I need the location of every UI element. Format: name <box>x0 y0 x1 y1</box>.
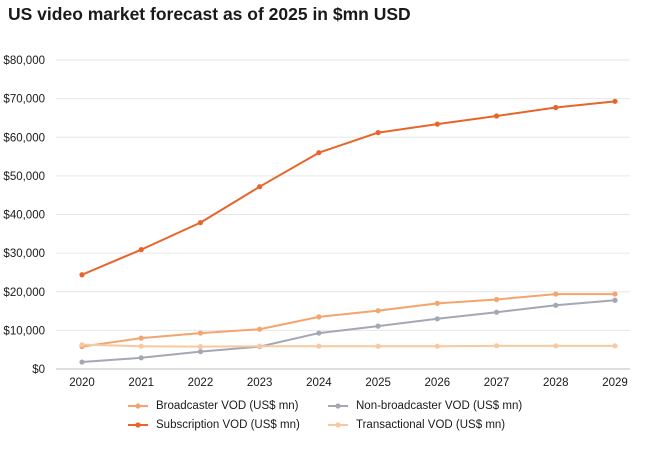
data-point <box>493 113 500 119</box>
data-point <box>316 343 322 349</box>
data-point <box>138 343 144 349</box>
legend-label: Transactional VOD (US$ mn) <box>356 419 506 431</box>
data-point <box>434 121 440 127</box>
series-0 <box>79 291 618 350</box>
x-tick-label: 2020 <box>69 377 95 389</box>
y-tick-label: $20,000 <box>3 287 45 299</box>
legend-item: Transactional VOD (US$ mn) <box>328 419 505 431</box>
data-point <box>197 220 204 226</box>
y-tick-label: $70,000 <box>3 94 45 106</box>
data-point <box>612 291 618 297</box>
data-point <box>434 343 440 349</box>
x-axis-ticks: 2020 2021 2022 2023 2024 2025 2026 2027 2028 2029 <box>69 377 628 389</box>
data-point <box>493 296 500 303</box>
data-point <box>138 247 144 253</box>
data-point <box>493 309 500 315</box>
series-lines <box>79 98 618 365</box>
x-tick-label: 2029 <box>602 377 628 389</box>
legend-label: Non-broadcaster VOD (US$ mn) <box>356 400 523 412</box>
data-point <box>79 359 85 365</box>
series-2 <box>79 98 618 278</box>
legend-swatch <box>128 403 148 409</box>
data-point <box>197 330 204 336</box>
data-point <box>553 343 559 349</box>
series-line <box>81 299 616 364</box>
y-tick-label: $40,000 <box>3 210 45 222</box>
y-tick-label: $80,000 <box>3 55 45 67</box>
legend-label: Subscription VOD (US$ mn) <box>156 419 300 431</box>
series-3 <box>79 342 618 350</box>
series-line <box>81 293 615 348</box>
x-tick-label: 2026 <box>425 377 451 389</box>
legend-item: Broadcaster VOD (US$ mn) <box>128 400 299 412</box>
legend-swatch <box>328 422 348 428</box>
x-tick-label: 2024 <box>306 377 332 389</box>
x-tick-label: 2027 <box>484 377 510 389</box>
data-point <box>79 272 85 278</box>
gridlines <box>56 59 630 370</box>
y-axis-ticks: $0 $10,000 $20,000 $30,000 $40,000 $50,000 $60… <box>3 55 45 376</box>
data-point <box>375 323 381 329</box>
y-tick-label: $50,000 <box>3 171 45 183</box>
legend-swatch <box>128 422 148 428</box>
data-point <box>138 335 144 341</box>
data-point <box>375 130 381 136</box>
data-point <box>197 343 204 350</box>
chart-title: US video market forecast as of 2025 in $… <box>8 4 411 24</box>
data-point <box>434 316 440 322</box>
data-point <box>612 297 618 303</box>
x-tick-label: 2021 <box>128 377 154 389</box>
data-point <box>612 98 618 104</box>
legend-label: Broadcaster VOD (US$ mn) <box>156 400 299 412</box>
data-point <box>316 314 322 320</box>
data-point <box>612 343 618 349</box>
series-1 <box>79 297 618 365</box>
series-line <box>81 100 616 276</box>
x-tick-label: 2025 <box>365 377 391 389</box>
data-point <box>493 343 500 349</box>
data-point <box>79 342 85 348</box>
data-point <box>257 326 263 332</box>
data-point <box>138 355 144 361</box>
x-tick-label: 2023 <box>247 377 273 389</box>
legend-item: Non-broadcaster VOD (US$ mn) <box>328 400 522 412</box>
data-point <box>316 330 322 336</box>
data-point <box>375 308 381 314</box>
legend-swatch <box>328 403 348 409</box>
x-tick-label: 2022 <box>188 377 214 389</box>
data-point <box>553 291 559 297</box>
data-point <box>553 104 559 111</box>
data-point <box>316 150 322 156</box>
series-line <box>81 343 615 348</box>
data-point <box>257 184 263 190</box>
data-point <box>434 300 440 306</box>
x-tick-label: 2028 <box>543 377 569 389</box>
data-point <box>197 349 204 355</box>
y-tick-label: $30,000 <box>3 248 45 260</box>
y-tick-label: $60,000 <box>3 132 45 144</box>
y-tick-label: $10,000 <box>3 325 45 337</box>
legend-item: Subscription VOD (US$ mn) <box>128 419 300 431</box>
y-tick-label: $0 <box>32 364 45 376</box>
data-point <box>375 343 381 349</box>
data-point <box>257 343 263 349</box>
data-point <box>553 302 559 308</box>
